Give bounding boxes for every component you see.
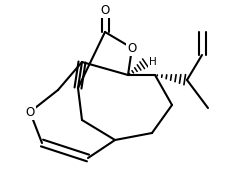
Text: O: O: [100, 3, 110, 17]
Text: O: O: [127, 42, 137, 54]
Text: O: O: [25, 105, 35, 118]
Text: H: H: [149, 57, 157, 67]
